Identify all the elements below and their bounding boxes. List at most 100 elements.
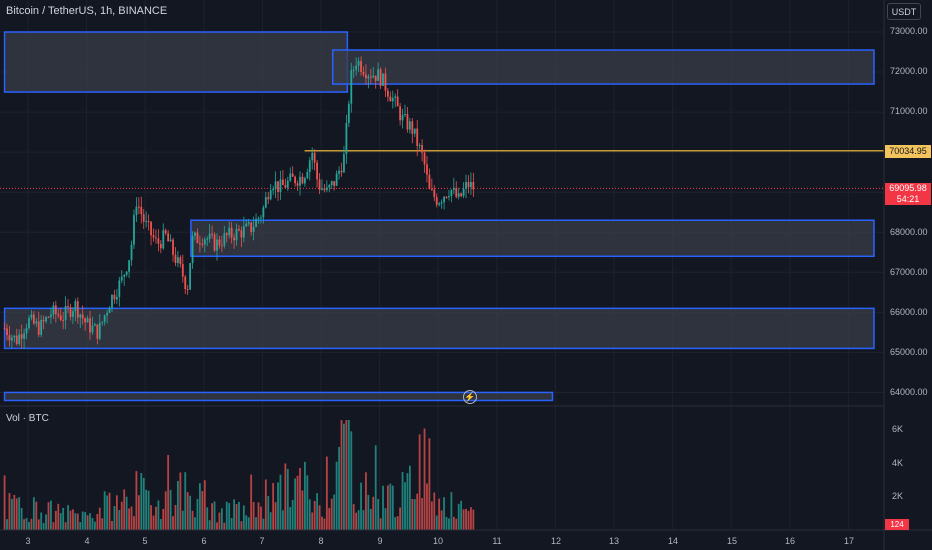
candle-up	[162, 230, 165, 249]
candle-down	[411, 121, 414, 134]
volume-bar-up	[450, 492, 453, 530]
candle-down	[384, 73, 387, 91]
price-axis-label: 68000.00	[890, 227, 928, 237]
volume-bar-down	[3, 475, 6, 530]
volume-bar-up	[242, 505, 245, 530]
candle-up	[450, 190, 453, 197]
supply-demand-zones	[3, 31, 875, 402]
volume-bar-up	[286, 468, 289, 530]
volume-bar-down	[365, 472, 367, 530]
volume-bar-up	[374, 445, 377, 530]
candle-down	[291, 173, 294, 177]
volume-bar-down	[64, 522, 67, 530]
volume-bar-down	[35, 501, 38, 530]
candle-down	[67, 305, 69, 308]
volume-bar-down	[96, 513, 99, 530]
candle-up	[216, 239, 218, 251]
volume-bar-down	[355, 512, 358, 530]
time-axis-label: 15	[726, 536, 738, 546]
currency-button[interactable]: USDT	[887, 3, 921, 20]
volume-bar-down	[438, 498, 441, 530]
volume-bar-up	[448, 518, 450, 530]
lightning-icon[interactable]: ⚡	[463, 390, 477, 404]
time-axis-label: 12	[550, 536, 562, 546]
candle-up	[115, 296, 118, 300]
volume-bar-up	[42, 522, 45, 530]
volume-bar-down	[257, 502, 260, 530]
candle-up	[128, 260, 130, 272]
candle-up	[438, 203, 441, 205]
volume-bar-down	[155, 506, 157, 530]
time-axis-label: 10	[432, 536, 444, 546]
candle-down	[406, 114, 409, 130]
volume-bar-down	[260, 506, 262, 530]
volume-bar-up	[389, 483, 392, 530]
candle-down	[240, 230, 243, 238]
candle-up	[357, 61, 360, 66]
candle-up	[413, 128, 416, 134]
current-volume-tag: 124	[885, 519, 909, 530]
candle-down	[198, 243, 201, 245]
candle-down	[181, 264, 184, 277]
volume-bar-down	[272, 482, 275, 530]
candle-up	[382, 73, 384, 86]
candle-up	[74, 301, 77, 312]
candle-down	[267, 197, 270, 200]
time-axis-label: 5	[142, 536, 148, 546]
horizontal-line-price-tag: 70034.95	[885, 145, 931, 158]
volume-legend[interactable]: Vol · BTC	[6, 413, 49, 424]
volume-bar-down	[133, 516, 135, 530]
volume-bar-up	[303, 461, 306, 530]
candle-up	[303, 178, 306, 184]
candle-up	[10, 337, 13, 341]
candle-up	[64, 305, 67, 321]
volume-bar-up	[443, 497, 445, 530]
candle-up	[255, 218, 257, 227]
volume-bar-down	[54, 510, 57, 530]
volume-bar-up	[94, 521, 96, 530]
candle-down	[69, 307, 72, 317]
volume-bar-up	[206, 507, 209, 530]
volume-bar-down	[179, 472, 182, 530]
volume-bar-down	[428, 438, 431, 530]
candle-down	[435, 197, 438, 205]
candle-down	[430, 189, 433, 191]
candle-down	[59, 315, 62, 320]
volume-bar-down	[301, 490, 304, 530]
candle-down	[137, 206, 140, 208]
volume-bar-up	[28, 521, 30, 530]
candle-up	[325, 187, 328, 191]
volume-bar-up	[89, 513, 91, 530]
candle-up	[191, 236, 194, 264]
volume-bar-down	[108, 492, 111, 530]
volume-bar-up	[277, 482, 279, 530]
volume-bar-up	[394, 517, 397, 530]
candle-up	[189, 263, 192, 290]
volume-bar-up	[306, 475, 309, 530]
price-axis-label: 65000.00	[890, 347, 928, 357]
candle-up	[470, 181, 472, 188]
volume-bar-down	[411, 499, 414, 530]
candle-down	[142, 214, 145, 222]
candle-down	[89, 318, 91, 333]
volume-bar-down	[69, 510, 72, 530]
volume-bar-down	[399, 507, 402, 530]
volume-bar-down	[167, 455, 170, 530]
volume-bar-down	[465, 508, 467, 530]
candle-down	[37, 321, 40, 335]
volume-bar-up	[220, 508, 223, 530]
volume-bar-down	[201, 491, 204, 530]
volume-bar-up	[225, 501, 228, 530]
candle-down	[220, 245, 223, 247]
volume-bar-down	[323, 518, 326, 530]
candle-up	[252, 226, 255, 232]
volume-bar-up	[279, 474, 282, 530]
symbol-legend[interactable]: Bitcoin / TetherUS, 1h, BINANCE	[6, 5, 168, 17]
volume-bar-up	[177, 480, 179, 530]
volume-bar-up	[145, 489, 148, 530]
volume-bar-down	[13, 494, 16, 530]
candle-down	[416, 128, 419, 146]
volume-bar-down	[296, 475, 299, 530]
candle-down	[467, 182, 470, 188]
